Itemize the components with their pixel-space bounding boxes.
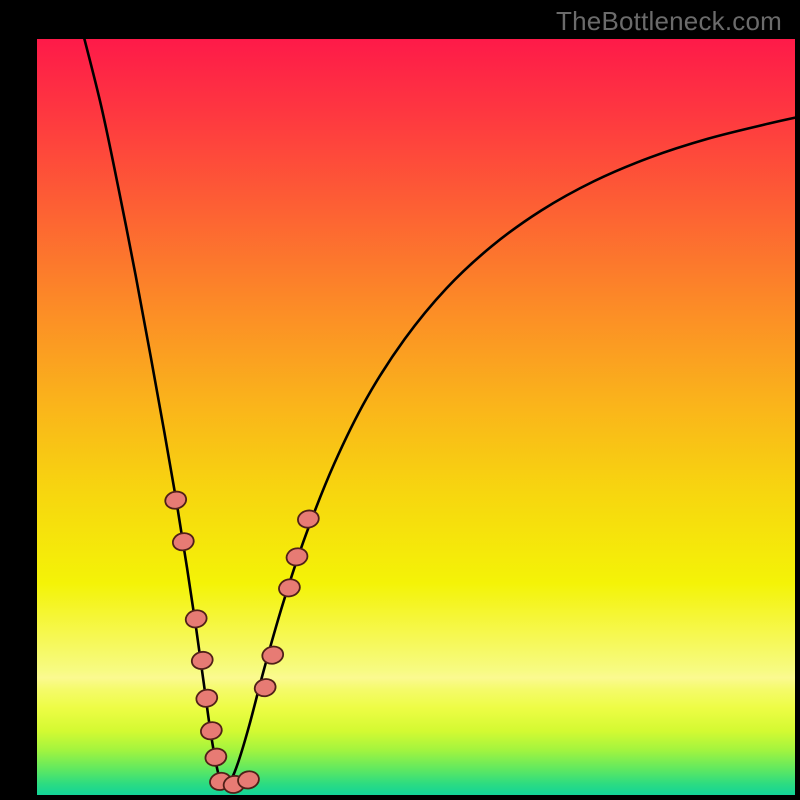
plot-area xyxy=(37,39,795,795)
gradient-background xyxy=(37,39,795,795)
watermark-text: TheBottleneck.com xyxy=(556,6,782,37)
plot-svg xyxy=(37,39,795,795)
